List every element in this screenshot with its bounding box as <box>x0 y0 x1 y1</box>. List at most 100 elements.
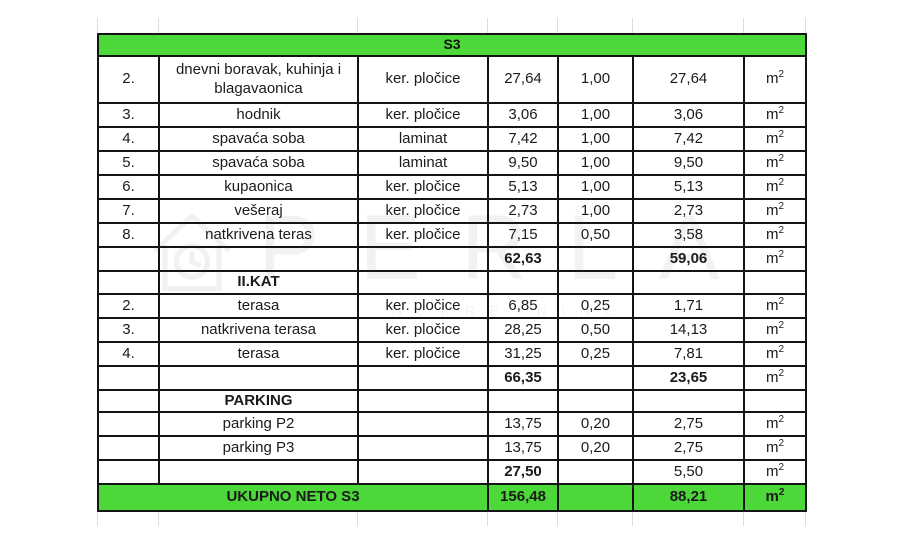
row-number-cell <box>97 411 160 437</box>
unit-cell: m2 <box>743 317 807 343</box>
material-cell: laminat <box>357 126 489 152</box>
gridline-tick <box>805 510 806 526</box>
room-name-cell: terasa <box>158 341 359 367</box>
unit-cell: m2 <box>743 246 807 272</box>
material-cell <box>357 270 489 295</box>
coefficient-cell: 1,00 <box>557 102 634 128</box>
area-table-s3: S3 2. dnevni boravak, kuhinja i blagavaoni… <box>97 33 807 512</box>
table-row-subtotal: 27,50 5,50 m2 <box>97 459 807 485</box>
row-number-cell: 5. <box>97 150 160 176</box>
material-cell <box>357 411 489 437</box>
room-name-cell: natkrivena teras <box>158 222 359 248</box>
net-area-cell: 7,81 <box>632 341 745 367</box>
room-name-cell: spavaća soba <box>158 150 359 176</box>
unit-cell: m2 <box>743 293 807 319</box>
unit-cell: m2 <box>743 222 807 248</box>
coefficient-cell: 0,20 <box>557 411 634 437</box>
gridline-tick <box>557 510 558 526</box>
row-number-cell <box>97 459 160 485</box>
room-name-cell: kupaonica <box>158 174 359 200</box>
table-row-data: 7. vešeraj ker. pločice 2,73 1,00 2,73 m2 <box>97 198 807 224</box>
total-label-cell: UKUPNO NETO S3 <box>97 483 489 512</box>
area-cell: 27,64 <box>487 55 559 104</box>
material-cell: ker. pločice <box>357 317 489 343</box>
area-cell: 3,06 <box>487 102 559 128</box>
room-name-cell: parking P2 <box>158 411 359 437</box>
row-number-cell: 3. <box>97 102 160 128</box>
material-cell: ker. pločice <box>357 102 489 128</box>
unit-cell: m2 <box>743 459 807 485</box>
table-row-data: 3. natkrivena terasa ker. pločice 28,25 0,50… <box>97 317 807 343</box>
gridline-tick <box>632 18 633 33</box>
total-area-cell: 156,48 <box>487 483 559 512</box>
total-net-cell: 88,21 <box>632 483 745 512</box>
gridline-tick <box>97 18 98 33</box>
row-number-cell: 8. <box>97 222 160 248</box>
unit-cell <box>743 389 807 413</box>
table-row-data: 6. kupaonica ker. pločice 5,13 1,00 5,13 m2 <box>97 174 807 200</box>
gridline-tick <box>743 510 744 526</box>
coefficient-cell: 1,00 <box>557 55 634 104</box>
subtotal-net-cell: 5,50 <box>632 459 745 485</box>
net-area-cell: 5,13 <box>632 174 745 200</box>
gridline-tick <box>632 510 633 526</box>
coefficient-cell <box>557 483 634 512</box>
material-cell: laminat <box>357 150 489 176</box>
unit-cell: m2 <box>743 365 807 391</box>
unit-cell: m2 <box>743 411 807 437</box>
gridline-tick <box>487 510 488 526</box>
room-name-cell: spavaća soba <box>158 126 359 152</box>
coefficient-cell <box>557 365 634 391</box>
table-row-data: 3. hodnik ker. pločice 3,06 1,00 3,06 m2 <box>97 102 807 128</box>
room-name-cell <box>158 246 359 272</box>
row-number-cell: 3. <box>97 317 160 343</box>
gridline-tick <box>557 18 558 33</box>
table-row-total: UKUPNO NETO S3 156,48 88,21 m2 <box>97 483 807 512</box>
net-area-cell: 2,73 <box>632 198 745 224</box>
row-number-cell <box>97 389 160 413</box>
table-row-data: parking P3 13,75 0,20 2,75 m2 <box>97 435 807 461</box>
material-cell: ker. pločice <box>357 341 489 367</box>
table-title-cell: S3 <box>97 33 807 57</box>
gridline-tick <box>97 510 98 526</box>
material-cell <box>357 389 489 413</box>
table-row-section: II.KAT <box>97 270 807 295</box>
unit-cell: m2 <box>743 102 807 128</box>
gridline-tick <box>805 18 806 33</box>
area-cell: 7,42 <box>487 126 559 152</box>
net-area-cell: 2,75 <box>632 435 745 461</box>
material-cell: ker. pločice <box>357 198 489 224</box>
area-cell: 2,73 <box>487 198 559 224</box>
gridline-tick <box>357 18 358 33</box>
subtotal-area-cell: 66,35 <box>487 365 559 391</box>
room-name-cell: natkrivena terasa <box>158 317 359 343</box>
section-label-cell: II.KAT <box>158 270 359 295</box>
row-number-cell <box>97 435 160 461</box>
net-area-cell: 27,64 <box>632 55 745 104</box>
area-cell <box>487 389 559 413</box>
material-cell <box>357 459 489 485</box>
subtotal-area-cell: 62,63 <box>487 246 559 272</box>
row-number-cell: 7. <box>97 198 160 224</box>
material-cell: ker. pločice <box>357 293 489 319</box>
unit-cell: m2 <box>743 55 807 104</box>
coefficient-cell: 0,20 <box>557 435 634 461</box>
unit-cell: m2 <box>743 150 807 176</box>
material-cell: ker. pločice <box>357 222 489 248</box>
coefficient-cell <box>557 389 634 413</box>
table-row-section: PARKING <box>97 389 807 413</box>
net-area-cell: 3,06 <box>632 102 745 128</box>
net-area-cell: 1,71 <box>632 293 745 319</box>
table-row-subtotal: 66,35 23,65 m2 <box>97 365 807 391</box>
net-area-cell: 3,58 <box>632 222 745 248</box>
coefficient-cell <box>557 246 634 272</box>
net-area-cell: 7,42 <box>632 126 745 152</box>
subtotal-net-cell: 59,06 <box>632 246 745 272</box>
area-cell: 6,85 <box>487 293 559 319</box>
material-cell: ker. pločice <box>357 174 489 200</box>
net-area-cell: 9,50 <box>632 150 745 176</box>
area-cell: 9,50 <box>487 150 559 176</box>
room-name-cell: parking P3 <box>158 435 359 461</box>
area-cell <box>487 270 559 295</box>
